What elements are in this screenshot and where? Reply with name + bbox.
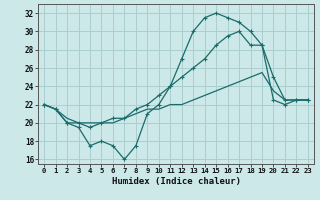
X-axis label: Humidex (Indice chaleur): Humidex (Indice chaleur): [111, 177, 241, 186]
